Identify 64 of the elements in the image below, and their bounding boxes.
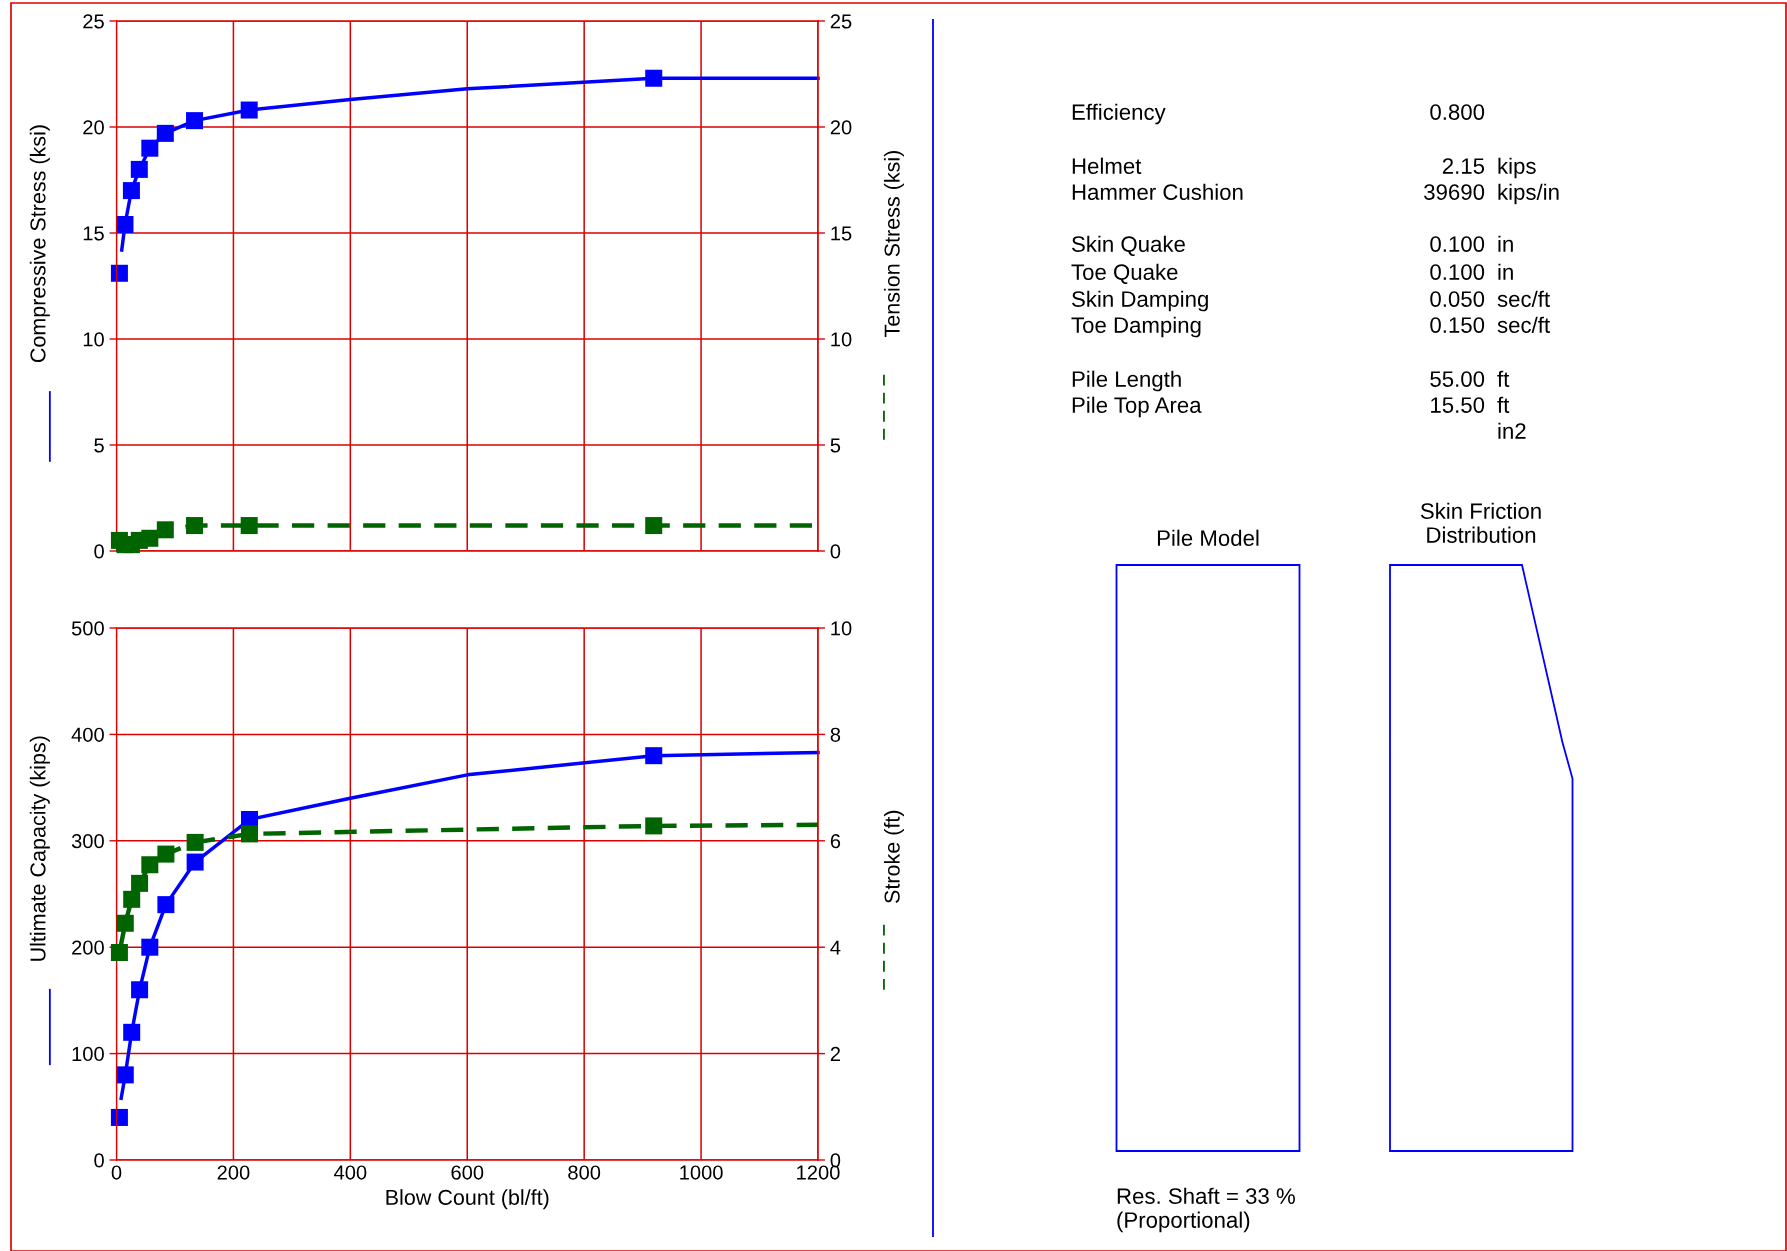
text: 0.800 bbox=[1430, 104, 1485, 120]
text: kips/in bbox=[1498, 183, 1559, 205]
y2-tick-label: 15 bbox=[831, 226, 852, 241]
y2-tick-label: 4 bbox=[830, 940, 841, 955]
text: kips bbox=[1498, 157, 1536, 179]
y-tick-label: 0 bbox=[94, 544, 104, 559]
text: Helmet bbox=[1072, 157, 1142, 174]
text: ft bbox=[1497, 370, 1510, 387]
text: Pile Top Area bbox=[1072, 396, 1202, 418]
x-tick-label: 1000 bbox=[680, 1165, 723, 1180]
y-tick-label: 100 bbox=[72, 1046, 104, 1062]
text: in bbox=[1498, 235, 1513, 252]
y-axis-title: Compressive Stress (ksi) bbox=[29, 125, 50, 363]
text: sec/ft bbox=[1497, 316, 1550, 333]
text: 2.15 bbox=[1442, 158, 1485, 174]
y-tick-label: 10 bbox=[83, 332, 104, 347]
y2-tick-label: 10 bbox=[831, 621, 852, 636]
text: 0.150 bbox=[1430, 317, 1485, 333]
y2-tick-label: 20 bbox=[830, 120, 852, 135]
text: Skin Quake bbox=[1072, 235, 1185, 256]
text: in bbox=[1498, 263, 1513, 280]
text: 0.100 bbox=[1430, 264, 1485, 280]
x-tick-label: 800 bbox=[568, 1165, 601, 1180]
text: Pile Length bbox=[1072, 370, 1181, 392]
y2-tick-label: 2 bbox=[830, 1046, 840, 1061]
text: 0.100 bbox=[1430, 236, 1485, 252]
text: 39690 bbox=[1424, 184, 1485, 200]
y-tick-label: 25 bbox=[83, 14, 104, 29]
y-tick-label: 300 bbox=[71, 834, 104, 849]
x-axis-title: Blow Count (bl/ft) bbox=[386, 1189, 549, 1210]
y2-tick-label: 8 bbox=[830, 727, 841, 742]
y-tick-label: 5 bbox=[94, 438, 104, 453]
y2-tick-label: 6 bbox=[830, 834, 841, 849]
text: Skin Damping bbox=[1072, 290, 1208, 312]
text: Pile Model bbox=[1157, 529, 1259, 546]
text: Res. Shaft = 33 % (Proportional) bbox=[1117, 1187, 1295, 1233]
text: Efficiency bbox=[1072, 103, 1166, 125]
y2-tick-label: 10 bbox=[831, 332, 852, 347]
x-tick-label: 0 bbox=[111, 1165, 122, 1180]
y2-tick-label: 25 bbox=[830, 14, 852, 29]
y-tick-label: 400 bbox=[71, 727, 104, 742]
y-tick-label: 500 bbox=[71, 621, 104, 636]
text: Skin Friction Distribution bbox=[1420, 502, 1541, 543]
text: Toe Damping bbox=[1071, 316, 1201, 338]
y-tick-label: 0 bbox=[94, 1153, 104, 1168]
x-tick-label: 600 bbox=[451, 1165, 484, 1180]
y-tick-label: 200 bbox=[72, 940, 104, 955]
text: ft bbox=[1497, 396, 1510, 413]
y2-tick-label: 5 bbox=[830, 438, 841, 453]
y2-tick-label: 0 bbox=[830, 544, 841, 559]
x-tick-label: 200 bbox=[217, 1165, 250, 1180]
text: in2 bbox=[1498, 422, 1526, 439]
text: 15.50 bbox=[1431, 397, 1485, 413]
text: Toe Quake bbox=[1071, 263, 1178, 284]
y2-axis-title: Tension Stress (ksi) bbox=[883, 151, 904, 338]
text: 55.00 bbox=[1430, 371, 1485, 387]
text: 0.050 bbox=[1430, 291, 1485, 307]
y-tick-label: 15 bbox=[83, 226, 104, 241]
text: sec/ft bbox=[1497, 290, 1550, 307]
y-tick-label: 20 bbox=[83, 120, 104, 135]
y2-axis-title: Stroke (ft) bbox=[883, 810, 904, 904]
y-axis-title: Ultimate Capacity (kips) bbox=[29, 736, 50, 961]
text: Hammer Cushion bbox=[1072, 183, 1243, 200]
x-tick-label: 400 bbox=[334, 1165, 367, 1180]
